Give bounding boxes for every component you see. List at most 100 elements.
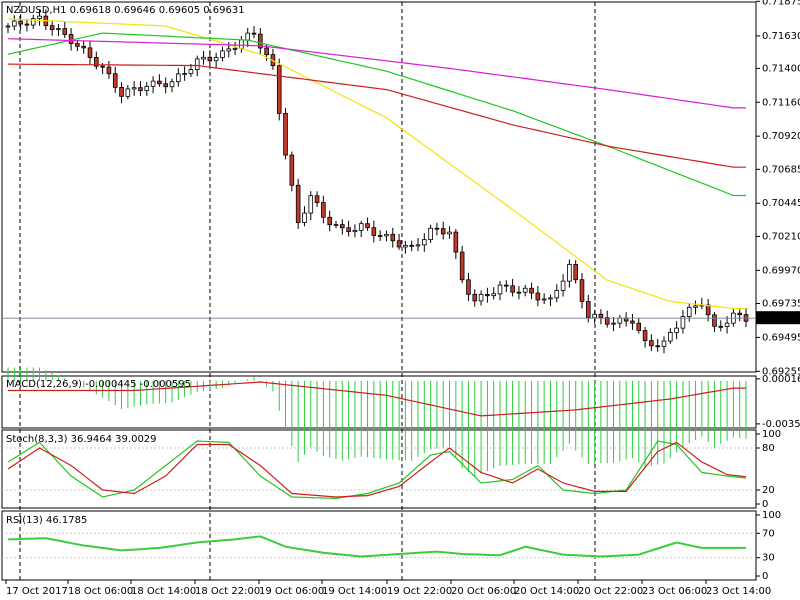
time-tick-label: 18 Oct 14:00 [131,586,196,597]
candle-body [365,223,370,229]
ma-line-green [7,32,746,197]
candle-body [466,279,471,295]
candle-body [604,317,610,325]
candle-body [560,280,566,291]
candle-body [49,25,55,31]
candle-body [201,56,206,60]
panel-frame-2 [1,429,757,509]
candle-body [478,294,484,302]
candle-body [30,18,36,26]
candle-body [617,317,623,324]
candle-body [176,73,181,83]
rsi-title: RSI(13) 46.1785 [6,515,87,526]
last-price-box [756,311,800,325]
candle-body [138,87,143,92]
candle-body [24,23,30,26]
candle-body [693,305,698,308]
macd-title: MACD(12,26,9) -0.000445 -0.000595 [6,379,191,390]
candle-body [333,224,339,226]
candle-body [642,330,648,342]
panel-frame-3 [1,510,757,581]
panel-frame-0 [1,1,757,373]
rsi-tick-label: 70 [762,528,775,539]
candle-body [522,287,528,293]
candle-body [226,48,232,52]
price-tick-label: 0.69495 [762,332,800,343]
candle-body [81,45,86,49]
price-tick-label: 0.71875 [762,0,800,7]
candle-body [504,284,509,287]
macd-tick-label: -0.003559 [762,419,800,430]
candle-body [447,231,452,235]
stoch-signal-line [7,441,747,498]
candle-body [112,73,118,88]
time-tick-label: 19 Oct 22:00 [387,586,452,597]
time-tick-label: 18 Oct 22:00 [195,586,260,597]
time-tick-label: 19 Oct 06:00 [259,586,324,597]
panel-frame-1 [1,375,757,429]
candle-body [497,284,503,295]
candle-body [535,292,541,301]
stoch-tick-label: 20 [762,485,775,496]
candle-body [295,184,301,223]
price-tick-label: 0.69970 [762,265,800,276]
candle-body [264,47,269,56]
ma-line-yellow [7,18,746,310]
time-tick-label: 17 Oct 2017 [6,586,68,597]
candle-body [510,285,515,293]
candle-body [100,65,105,68]
time-tick-label: 20 Oct 06:00 [451,586,516,597]
candle-body [207,56,213,62]
price-tick-label: 0.70445 [762,198,800,209]
candle-body [554,290,560,299]
macd-signal-line [8,381,746,417]
candle-body [485,294,490,297]
price-tick-label: 0.69255 [762,366,800,377]
candle-body [94,57,99,67]
candle-body [567,263,572,282]
candle-body [157,80,162,85]
candle-body [56,28,61,31]
candle-body [245,32,250,41]
candle-body [5,25,11,28]
candle-body [106,66,112,75]
candle-body [308,195,314,214]
candle-body [194,58,200,70]
candle-body [434,227,440,230]
candle-body [321,202,326,218]
candle-body [668,332,673,342]
price-tick-label: 0.70920 [762,131,800,142]
candle-body [371,227,377,236]
macd-tick-label: 0.000163 [762,374,800,385]
time-tick-label: 19 Oct 14:00 [322,586,387,597]
candle-body [686,306,692,317]
candle-body [119,86,124,97]
candle-body [276,65,282,114]
stoch-tick-label: 80 [762,443,775,454]
candle-body [516,291,522,294]
candle-body [377,235,383,237]
candle-body [661,340,667,347]
candle-body [737,312,742,315]
time-tick-label: 20 Oct 14:00 [514,586,579,597]
candle-body [611,322,616,325]
candle-body [62,28,68,35]
candle-body [232,47,238,50]
candle-body [724,322,730,327]
candle-body [529,287,534,294]
time-tick-label: 23 Oct 14:00 [706,586,771,597]
candle-body [131,87,137,90]
candle-body [251,32,257,35]
candle-body [428,227,433,241]
time-tick-label: 18 Oct 06:00 [68,586,133,597]
candle-body [352,229,358,233]
candle-body [440,228,446,235]
candle-body [636,322,642,331]
candle-body [37,15,42,20]
candle-body [396,240,402,248]
rsi-tick-label: 30 [762,553,775,564]
candle-body [340,224,345,229]
candle-body [592,313,597,319]
candle-body [598,313,604,318]
